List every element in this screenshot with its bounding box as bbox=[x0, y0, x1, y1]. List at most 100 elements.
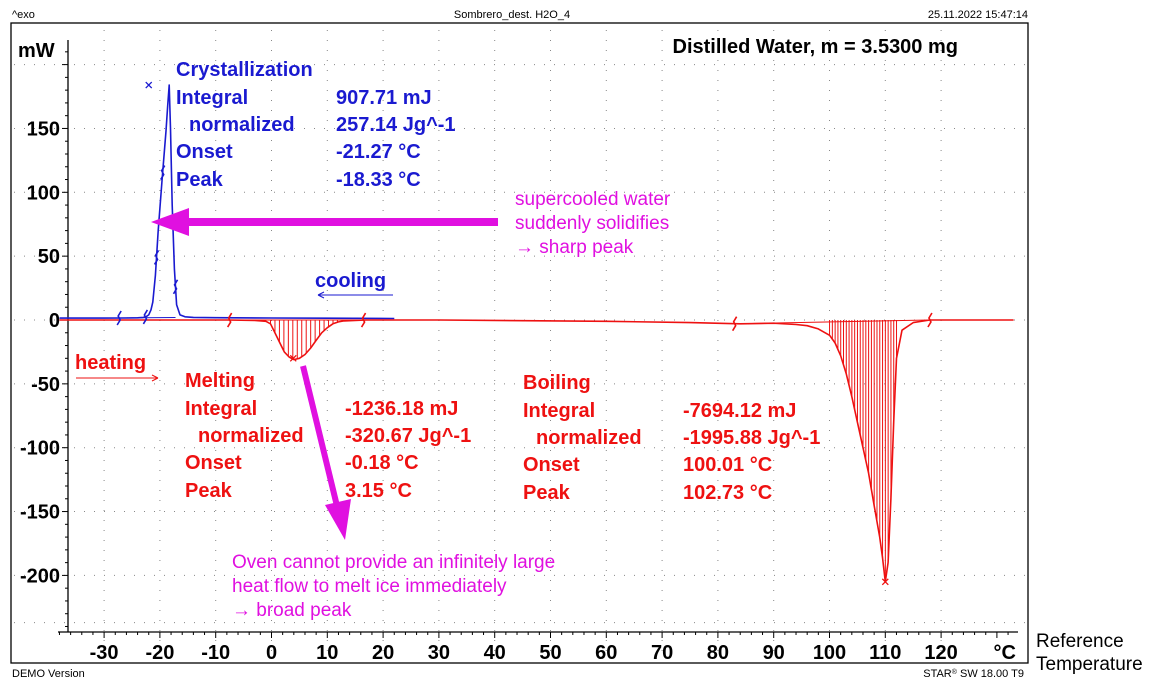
footer-software-label: SW 18.00 T9 bbox=[957, 668, 1024, 680]
x-tick-label: 0 bbox=[266, 642, 277, 664]
melting-peak-value: 3.15 °C bbox=[345, 480, 412, 502]
melting-integral-value: -1236.18 mJ bbox=[345, 398, 458, 420]
melting-annotation-arrow-shaft bbox=[300, 365, 340, 507]
x-axis-label-line1: Reference bbox=[1036, 631, 1124, 652]
evaluation-limit-marker bbox=[226, 312, 233, 328]
x-tick-label: 10 bbox=[316, 642, 338, 664]
crystallization-onset-label: Onset bbox=[176, 141, 233, 163]
melting-normalized-label: normalized bbox=[198, 425, 304, 447]
crystallization-title: Crystallization bbox=[176, 59, 313, 81]
boiling-peak-label: Peak bbox=[523, 482, 571, 504]
x-tick-label: -20 bbox=[145, 642, 174, 664]
peak-marker bbox=[145, 81, 153, 89]
crystallization-peak-value: -18.33 °C bbox=[336, 169, 421, 191]
cooling-label: cooling bbox=[315, 270, 386, 292]
boiling-integral-value: -7694.12 mJ bbox=[683, 400, 796, 422]
y-tick-label: 50 bbox=[38, 246, 60, 268]
footer-registered-mark: ® bbox=[952, 668, 958, 676]
footer-star-label: STAR bbox=[923, 668, 952, 680]
crystallization-annotation: supercooled water suddenly solidifies → … bbox=[151, 189, 671, 258]
x-axis-label-line2: Temperature bbox=[1036, 654, 1143, 675]
heating-label: heating bbox=[75, 352, 146, 374]
melting-onset-label: Onset bbox=[185, 452, 242, 474]
y-tick-label: 0 bbox=[49, 310, 60, 332]
heating-direction: heating bbox=[75, 352, 159, 382]
x-axis-unit: °C bbox=[994, 642, 1016, 664]
boiling-onset-value: 100.01 °C bbox=[683, 454, 772, 476]
melting-annotation: Oven cannot provide an infinitely large … bbox=[232, 365, 555, 621]
cooling-direction: cooling bbox=[315, 270, 393, 299]
melting-peak-label: Peak bbox=[185, 480, 233, 502]
crystallization-integral-label: Integral bbox=[176, 87, 248, 109]
y-axis-label: mW bbox=[18, 40, 55, 62]
x-tick-label: 110 bbox=[869, 642, 901, 664]
melting-integral-label: Integral bbox=[185, 398, 257, 420]
evaluation-limit-marker bbox=[142, 309, 149, 325]
melting-note-line1: Oven cannot provide an infinitely large bbox=[232, 552, 555, 573]
evaluation-limit-marker bbox=[360, 312, 367, 328]
y-tick-label: -50 bbox=[31, 374, 60, 396]
crystallization-onset-value: -21.27 °C bbox=[336, 141, 421, 163]
x-tick-label: 100 bbox=[813, 642, 846, 664]
y-tick-label: -100 bbox=[20, 438, 60, 460]
crystallization-annotation-arrow-head bbox=[151, 208, 189, 236]
boiling-onset-label: Onset bbox=[523, 454, 580, 476]
x-tick-label: 90 bbox=[763, 642, 785, 664]
crystallization-normalized-value: 257.14 Jg^-1 bbox=[336, 114, 456, 136]
melting-note-line2: heat flow to melt ice immediately bbox=[232, 576, 507, 597]
boiling-normalized-value: -1995.88 Jg^-1 bbox=[683, 427, 820, 449]
crystallization-results: Crystallization Integral 907.71 mJ norma… bbox=[176, 59, 456, 191]
plot-frame bbox=[10, 22, 1029, 664]
ticks: -30 -20 -10 0 10 20 30 40 50 60 70 80 90 100 110 120150… bbox=[20, 51, 1009, 664]
melting-note-line3: → broad peak bbox=[232, 600, 352, 621]
evaluation-limit-marker bbox=[172, 279, 179, 295]
evaluation-limit-marker bbox=[927, 312, 933, 328]
evaluation-limit-marker bbox=[731, 316, 738, 332]
axes bbox=[58, 40, 1018, 633]
crystallization-peak-label: Peak bbox=[176, 169, 224, 191]
peak-marker bbox=[289, 354, 297, 362]
heating-arrow-head bbox=[151, 374, 159, 382]
evaluation-limit-marker bbox=[153, 250, 160, 265]
crystallization-note-line3: → sharp peak bbox=[515, 237, 634, 258]
footer-demo-version: DEMO Version bbox=[12, 668, 85, 680]
melting-normalized-value: -320.67 Jg^-1 bbox=[345, 425, 471, 447]
footer-software-version: STAR® SW 18.00 T9 bbox=[923, 668, 1024, 681]
x-tick-label: -10 bbox=[201, 642, 230, 664]
header-exo-label: ^exo bbox=[12, 9, 35, 21]
x-tick-label: 30 bbox=[428, 642, 450, 664]
series bbox=[59, 84, 1014, 583]
peak-marker bbox=[881, 578, 889, 586]
melting-title: Melting bbox=[185, 370, 255, 392]
y-tick-label: -200 bbox=[20, 565, 60, 587]
boiling-normalized-label: normalized bbox=[536, 427, 642, 449]
chart-title: Distilled Water, m = 3.5300 mg bbox=[673, 36, 959, 58]
x-tick-label: 80 bbox=[707, 642, 729, 664]
x-tick-label: -30 bbox=[90, 642, 119, 664]
melting-results: Melting Integral -1236.18 mJ normalized … bbox=[185, 370, 471, 502]
y-tick-label: 100 bbox=[27, 182, 60, 204]
series-heating-line bbox=[59, 319, 1014, 583]
header-timestamp: 25.11.2022 15:47:14 bbox=[928, 9, 1028, 21]
x-tick-label: 60 bbox=[595, 642, 617, 664]
melting-onset-value: -0.18 °C bbox=[345, 452, 419, 474]
x-tick-label: 20 bbox=[372, 642, 394, 664]
boiling-results: Boiling Integral -7694.12 mJ normalized … bbox=[523, 372, 820, 504]
x-tick-label: 70 bbox=[651, 642, 673, 664]
crystallization-integral-value: 907.71 mJ bbox=[336, 87, 432, 109]
header-filename: Sombrero_dest. H2O_4 bbox=[454, 9, 570, 21]
crystallization-note-line1: supercooled water bbox=[515, 189, 671, 210]
evaluation-limit-marker bbox=[116, 310, 122, 326]
crystallization-note-line2: suddenly solidifies bbox=[515, 213, 669, 234]
x-tick-label: 40 bbox=[484, 642, 506, 664]
series-cooling-line bbox=[59, 84, 395, 320]
boiling-integral-label: Integral bbox=[523, 400, 595, 422]
x-tick-label: 120 bbox=[924, 642, 957, 664]
y-tick-label: -150 bbox=[20, 502, 60, 524]
boiling-title: Boiling bbox=[523, 372, 591, 394]
cooling-arrow-head bbox=[317, 291, 325, 299]
peak-hatching bbox=[119, 316, 930, 582]
y-tick-label: 150 bbox=[27, 118, 60, 140]
crystallization-normalized-label: normalized bbox=[189, 114, 295, 136]
